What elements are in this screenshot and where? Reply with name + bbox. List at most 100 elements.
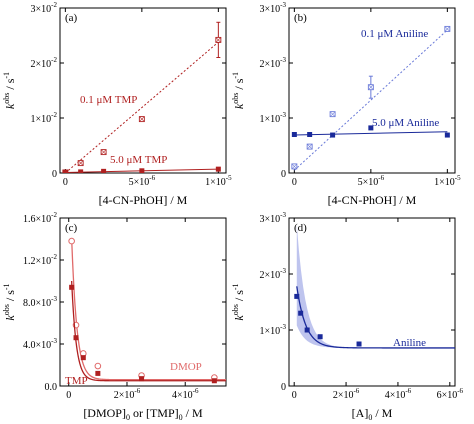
data-point <box>139 376 145 382</box>
panel-label: (d) <box>294 222 307 234</box>
y-axis-label: kobs / s-1 <box>2 283 17 320</box>
x-tick-label: 4×10-6 <box>385 387 412 401</box>
series-label: 0.1 μM Aniline <box>361 28 428 40</box>
data-point <box>95 370 101 376</box>
y-tick-label-exp: -3 <box>280 56 286 64</box>
x-tick-label-base: 0 <box>63 177 68 188</box>
series-b-1 <box>291 125 450 138</box>
y-tick-label-exp: -2 <box>51 111 57 119</box>
panel-d: 01×10-32×10-33×10-30 2×10-6 4×10-6 6×10-6(d… <box>231 211 464 422</box>
x-tick-label-exp: -6 <box>193 387 199 395</box>
data-point <box>307 132 313 137</box>
x-tick-label: 0 <box>63 177 68 188</box>
data-point <box>80 355 86 361</box>
x-axis-label-sub: 0 <box>126 413 130 422</box>
y-tick-label-exp: -2 <box>51 56 57 64</box>
data-point-cross <box>445 26 450 32</box>
y-tick-label: 3×10-3 <box>260 1 287 15</box>
y-axis-label-unit: / s <box>232 290 246 304</box>
y-tick-label: 0 <box>281 169 286 180</box>
x-tick-label-base: 0 <box>66 390 71 401</box>
y-tick-label: 1×10-3 <box>260 323 287 337</box>
data-point <box>298 310 304 316</box>
data-point <box>78 169 84 173</box>
data-point <box>139 168 145 173</box>
x-tick-label: 2×10-6 <box>333 387 360 401</box>
data-point <box>68 237 75 245</box>
x-axis-label: [DMOP]0 or [TMP]0 / M <box>83 406 203 422</box>
y-tick-label: 2×10-3 <box>260 56 287 70</box>
y-tick-label-base: 4.0×10 <box>23 340 51 351</box>
confidence-band <box>296 224 424 348</box>
y-tick-label-base: 3×10 <box>260 214 281 225</box>
fit-curve <box>71 280 226 382</box>
x-tick-label-exp: -5 <box>455 174 461 182</box>
y-tick-label-base: 3×10 <box>260 4 281 15</box>
x-axis-label-end: / M <box>183 406 203 420</box>
y-tick-label-base: 0 <box>52 169 57 180</box>
y-tick-label: 3×10-3 <box>260 211 287 225</box>
y-tick-label-base: 2×10 <box>31 59 52 70</box>
data-point <box>211 378 217 384</box>
fit-curve <box>71 237 226 381</box>
y-tick-label-exp: -3 <box>280 267 286 275</box>
x-tick-label: 1×10-5 <box>205 174 232 188</box>
plot-area <box>294 224 455 349</box>
x-axis-label-end: / M <box>372 406 392 420</box>
series-label: 0.1 μM TMP <box>80 94 137 106</box>
y-tick-label: 3×10-2 <box>31 1 58 15</box>
fit-line <box>294 131 448 136</box>
y-tick-label: 1×10-3 <box>260 111 287 125</box>
data-point <box>291 132 297 137</box>
series-a-1 <box>62 166 221 173</box>
data-point-cross <box>139 116 145 122</box>
series-c-0 <box>68 237 226 381</box>
y-tick-label-exp: -2 <box>51 211 57 219</box>
y-tick-label: 4.0×10-3 <box>23 337 57 351</box>
series-c-1 <box>69 280 226 384</box>
plot-frame <box>288 7 456 174</box>
y-axis-label-k: k <box>232 103 246 109</box>
y-axis-label-sup: obs <box>2 93 11 104</box>
x-tick-label: 6×10-6 <box>437 387 464 401</box>
y-tick-label-exp: -3 <box>280 111 286 119</box>
x-tick-label-exp: -6 <box>457 387 463 395</box>
series-d-0 <box>294 224 455 349</box>
y-axis-label-unit: / s <box>3 290 17 304</box>
y-tick-label-exp: -3 <box>280 211 286 219</box>
data-point <box>444 132 450 138</box>
data-point <box>356 341 362 347</box>
y-axis-label-unit: / s <box>3 78 17 92</box>
x-tick-label-base: 1×10 <box>205 177 226 188</box>
plot-area <box>68 237 226 384</box>
panel-a: 01×10-22×10-23×10-20 5×10-6 1×10-5(a)[4-CN… <box>2 1 232 207</box>
x-tick-label-exp: -6 <box>405 387 411 395</box>
x-tick-label-base: 1×10 <box>434 177 455 188</box>
data-point <box>294 293 300 299</box>
x-tick-label: 5×10-6 <box>129 174 156 188</box>
panel-label: (a) <box>65 12 78 24</box>
series-label: TMP <box>65 375 88 387</box>
y-axis-label-sup: obs <box>231 93 240 104</box>
x-tick-label-base: 5×10 <box>358 177 379 188</box>
x-tick-label-exp: -6 <box>149 174 155 182</box>
x-tick-label: 2×10-6 <box>114 387 141 401</box>
x-axis-label: [4-CN-PhOH] / M <box>328 193 417 207</box>
y-tick-label-exp: -3 <box>280 1 286 9</box>
y-axis-label-sup: obs <box>2 304 11 315</box>
data-point <box>330 132 336 138</box>
plot-frame <box>288 217 456 387</box>
y-axis-label-unit-sup: -1 <box>2 72 11 79</box>
x-tick-label-base: 0 <box>292 390 297 401</box>
x-axis-label-main: [4-CN-PhOH] / M <box>99 193 188 207</box>
y-tick-label-base: 1×10 <box>260 114 281 125</box>
series-label: Aniline <box>393 337 426 349</box>
y-tick-label-exp: -2 <box>51 253 57 261</box>
y-axis-label-sup: obs <box>231 304 240 315</box>
series-label: 5.0 μM TMP <box>110 154 167 166</box>
y-tick-label-base: 1.6×10 <box>23 214 51 225</box>
y-axis-label: kobs / s-1 <box>231 72 246 109</box>
y-axis-label-unit-sup: -1 <box>231 283 240 290</box>
fit-line <box>294 29 448 171</box>
